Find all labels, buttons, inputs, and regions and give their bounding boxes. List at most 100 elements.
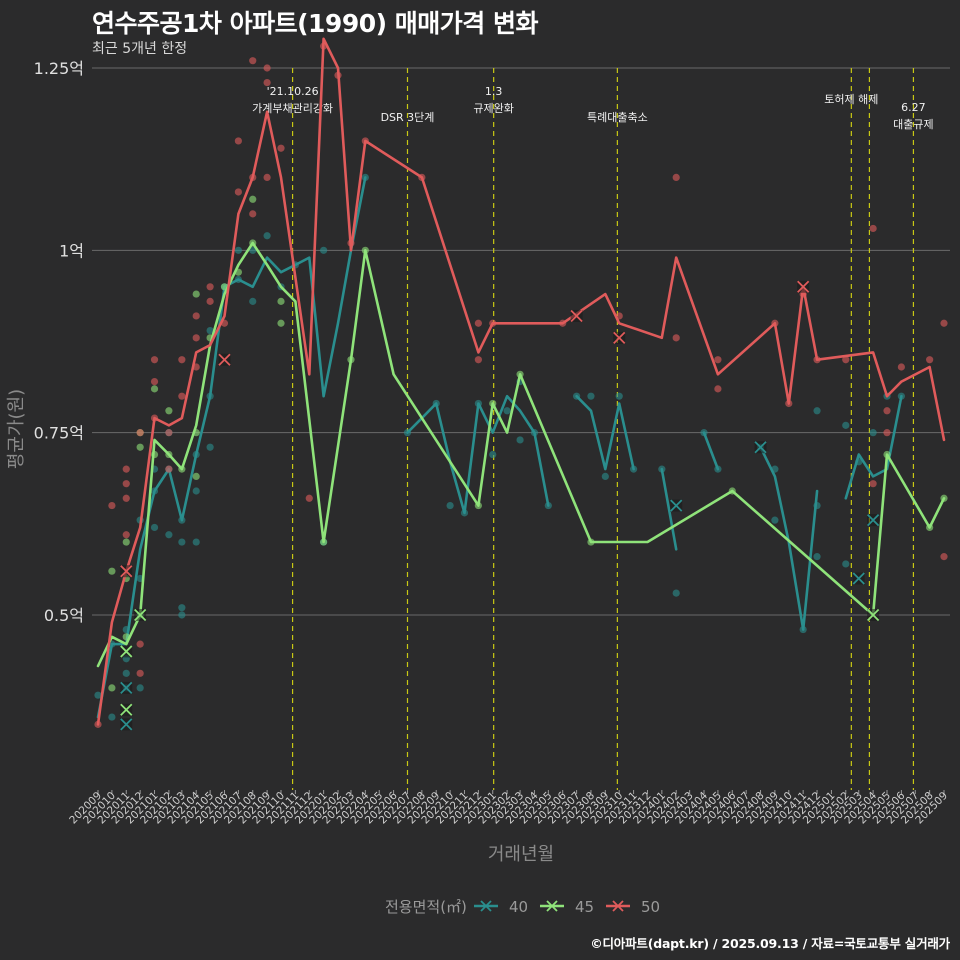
- data-point: [136, 429, 144, 437]
- y-tick-label: 0.5억: [44, 606, 84, 625]
- cross-marker: [120, 681, 133, 695]
- data-point: [672, 589, 680, 597]
- legend-swatch-cross: [480, 900, 492, 912]
- data-point: [150, 523, 159, 532]
- cross-marker: [852, 572, 865, 585]
- cross-marker: [754, 441, 767, 454]
- series-line: [844, 394, 903, 500]
- cross-marker: [613, 331, 626, 344]
- series-45: [96, 195, 948, 716]
- data-point: [869, 429, 877, 437]
- event-label: 6.27: [901, 101, 926, 114]
- event-label: 특례대출축소: [587, 111, 648, 124]
- data-point: [474, 356, 482, 364]
- data-point: [883, 429, 891, 437]
- data-point: [842, 560, 850, 568]
- chart-subtitle: 최근 5개년 한정: [92, 41, 188, 57]
- data-point: [150, 356, 159, 364]
- event-label: 대출규제: [893, 118, 933, 131]
- series-line: [406, 394, 550, 515]
- data-point: [940, 319, 948, 327]
- legend-item-40: 40: [474, 898, 528, 916]
- data-point: [192, 538, 200, 546]
- y-tick-label: 0.75억: [34, 424, 84, 443]
- legend-label: 45: [575, 898, 594, 916]
- data-point: [714, 356, 722, 364]
- data-point: [926, 356, 934, 364]
- data-point: [601, 472, 609, 481]
- data-point: [842, 356, 850, 364]
- legend-title: 전용면적(㎡): [385, 898, 467, 916]
- series-line: [575, 394, 635, 471]
- data-point: [108, 501, 116, 510]
- data-point: [940, 553, 948, 561]
- data-point: [263, 64, 271, 72]
- cross-marker: [866, 514, 880, 527]
- legend-swatch-cross: [546, 900, 558, 912]
- data-point: [178, 356, 186, 364]
- cross-marker: [866, 608, 880, 622]
- legend-item-45: 45: [540, 898, 594, 916]
- data-point: [122, 531, 130, 539]
- event-label: DSR 3단계: [381, 111, 435, 124]
- data-point: [234, 137, 242, 145]
- data-point: [94, 691, 102, 699]
- data-point: [122, 538, 130, 546]
- data-point: [150, 385, 159, 393]
- cross-marker: [120, 703, 133, 716]
- data-point: [206, 443, 214, 451]
- data-point: [234, 246, 242, 254]
- cross-marker: [120, 565, 133, 578]
- legend-swatch-cross: [612, 900, 624, 912]
- legend-item-50: 50: [606, 898, 660, 916]
- data-point: [714, 385, 722, 393]
- series-50: [94, 37, 948, 728]
- cross-marker: [120, 718, 133, 731]
- data-point: [277, 319, 285, 327]
- data-point: [192, 487, 200, 495]
- data-point: [277, 144, 285, 152]
- event-label: 1.3: [485, 85, 503, 98]
- data-point: [869, 480, 877, 488]
- data-point: [897, 363, 905, 371]
- series-line: [759, 445, 819, 631]
- data-point: [108, 713, 116, 721]
- data-point: [249, 57, 257, 65]
- data-point: [771, 516, 779, 524]
- event-label: 토허제 해제: [824, 92, 878, 106]
- data-point: [249, 297, 257, 305]
- data-point: [474, 319, 482, 327]
- event-label: 규제완화: [473, 102, 513, 115]
- data-point: [122, 465, 130, 473]
- data-point: [108, 567, 116, 575]
- data-point: [136, 684, 144, 692]
- cross-marker: [134, 608, 147, 622]
- chart-title: 연수주공1차 아파트(1990) 매매가격 변화: [92, 9, 538, 38]
- data-point: [587, 392, 595, 400]
- data-point: [869, 224, 877, 233]
- data-point: [178, 611, 186, 619]
- cross-marker: [670, 499, 683, 512]
- data-point: [122, 480, 130, 488]
- data-point: [192, 472, 200, 481]
- data-point: [615, 392, 623, 400]
- data-point: [249, 246, 257, 254]
- series-line: [660, 467, 678, 551]
- event-label: 가계부채관리강화: [252, 102, 333, 115]
- data-point: [150, 377, 159, 386]
- data-point: [178, 538, 186, 546]
- data-point: [263, 232, 271, 240]
- data-point: [234, 188, 242, 196]
- data-point: [516, 436, 524, 444]
- legend-label: 40: [509, 898, 528, 916]
- y-tick-label: 1.25억: [34, 59, 84, 78]
- data-point: [305, 494, 313, 502]
- data-point: [503, 407, 511, 415]
- data-point: [206, 326, 214, 335]
- data-point: [122, 494, 130, 502]
- y-axis-title: 평균가(원): [6, 389, 27, 469]
- series-line: [96, 241, 946, 668]
- data-point: [446, 501, 454, 510]
- data-point: [883, 407, 891, 415]
- data-point: [108, 684, 116, 692]
